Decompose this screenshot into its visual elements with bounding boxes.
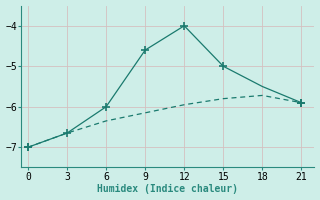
X-axis label: Humidex (Indice chaleur): Humidex (Indice chaleur) bbox=[98, 184, 238, 194]
